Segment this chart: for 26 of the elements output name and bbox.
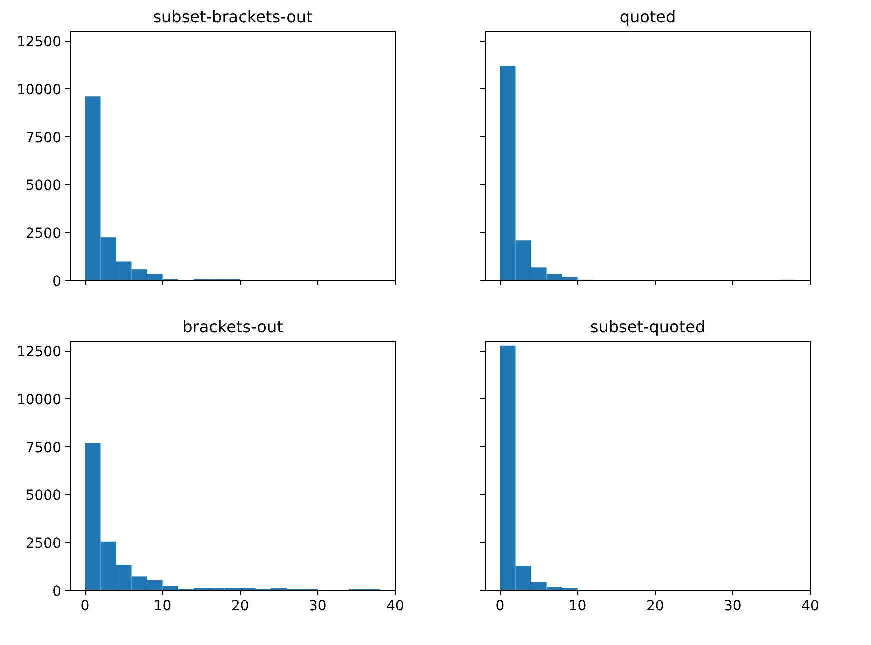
y-tick-label: 2500 <box>26 226 62 242</box>
y-tick-label: 10000 <box>16 82 62 98</box>
x-tick-label: 20 <box>646 598 664 614</box>
x-tick-label: 10 <box>568 598 587 614</box>
x-tick-label: 40 <box>386 598 404 614</box>
y-tick-label: 7500 <box>26 130 62 146</box>
x-tick-label: 30 <box>724 598 742 614</box>
x-tick-label: 0 <box>80 598 90 614</box>
y-tick-label: 2500 <box>26 536 62 552</box>
y-tick-label: 12500 <box>16 34 62 51</box>
y-tick-label: 0 <box>52 274 62 290</box>
chart-title: subset-brackets-out <box>153 8 313 26</box>
y-tick-label: 5000 <box>26 178 62 194</box>
x-tick-label: 30 <box>309 598 327 614</box>
y-tick-label: 7500 <box>26 440 62 456</box>
chart-title: subset-quoted <box>590 318 706 336</box>
y-tick-label: 0 <box>52 584 62 600</box>
x-tick-label: 40 <box>802 598 820 614</box>
x-tick-label: 0 <box>496 598 505 614</box>
chart-title: quoted <box>620 8 676 26</box>
y-tick-label: 10000 <box>16 392 62 408</box>
x-tick-label: 20 <box>231 598 250 614</box>
x-tick-label: 10 <box>154 598 172 614</box>
chart-title: brackets-out <box>182 318 284 336</box>
y-tick-label: 12500 <box>16 344 62 361</box>
y-tick-label: 5000 <box>26 488 62 504</box>
